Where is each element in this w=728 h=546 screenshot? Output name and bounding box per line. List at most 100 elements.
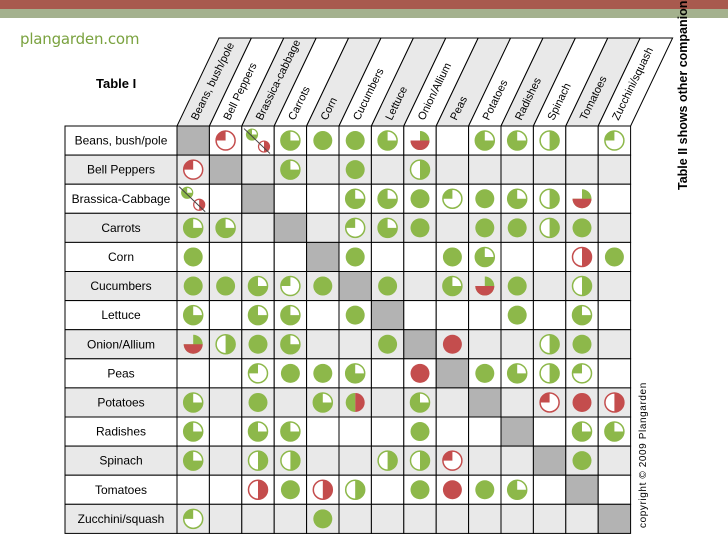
relationship-icon (280, 159, 301, 180)
relationship-icon (475, 363, 495, 383)
matrix-cell (435, 212, 470, 243)
relationship-icon (539, 392, 560, 413)
relationship-icon (506, 479, 528, 500)
matrix-cell (565, 154, 599, 185)
matrix-cell (208, 445, 243, 476)
relationship-icon (539, 188, 560, 209)
matrix-cell (597, 445, 632, 476)
matrix-cell (241, 503, 275, 534)
relationship-icon (182, 217, 204, 239)
relationship-icon (215, 217, 236, 239)
matrix-cell (468, 503, 502, 534)
self-cell (597, 503, 632, 534)
plangarden-logo[interactable]: plangarden.com (20, 30, 139, 48)
relationship-icon (345, 247, 365, 267)
self-cell (208, 154, 243, 185)
matrix-cell (532, 300, 567, 331)
relationship-icon (442, 247, 462, 267)
matrix-cell (468, 300, 502, 331)
relationship-icon (409, 450, 431, 471)
row-header-label: Cucumbers (90, 279, 151, 293)
relationship-icon (247, 363, 269, 384)
relationship-icon (442, 334, 462, 354)
matrix-cell (273, 387, 308, 418)
matrix-cell (370, 474, 405, 505)
relationship-icon (474, 130, 496, 151)
relationship-icon (183, 276, 203, 296)
row-header-cell (64, 212, 178, 243)
matrix-cell (241, 241, 275, 272)
relationship-icon (377, 130, 398, 151)
matrix-cell (370, 154, 405, 185)
relationship-icon (442, 480, 462, 500)
relationship-icon (572, 392, 592, 412)
relationship-icon (410, 422, 430, 442)
matrix-cell (403, 300, 437, 331)
matrix-cell (176, 358, 210, 389)
relationship-icon (313, 509, 333, 529)
matrix-cell (403, 125, 437, 156)
matrix-cell (370, 358, 405, 389)
self-cell (370, 300, 405, 331)
row-header-cell (64, 416, 178, 447)
relationship-icon (280, 450, 301, 471)
relationship-icon (571, 304, 593, 326)
matrix-cell (176, 183, 210, 214)
relationship-icon (280, 304, 301, 326)
row-header-label: Zucchini/squash (78, 512, 165, 526)
relationship-icon (247, 304, 269, 326)
matrix-cell (208, 183, 243, 214)
relationship-icon (182, 159, 204, 180)
relationship-icon (506, 188, 528, 209)
matrix-cell (468, 416, 502, 447)
self-cell (403, 329, 437, 360)
self-cell (338, 271, 372, 302)
relationship-icon (604, 421, 625, 442)
matrix-cell (597, 154, 632, 185)
self-cell (176, 125, 210, 156)
relationship-icon (215, 130, 236, 151)
matrix-cell (565, 125, 599, 156)
header-stripe (0, 0, 728, 19)
matrix-cell (370, 241, 405, 272)
relationship-icon (183, 334, 203, 354)
row-header-cell (64, 503, 178, 534)
relationship-icon (182, 304, 204, 326)
relationship-icon (247, 275, 269, 297)
relationship-icon (539, 334, 560, 355)
matrix-cell (241, 154, 275, 185)
relationship-icon (572, 334, 592, 354)
row-header-label: Tomatoes (95, 483, 147, 497)
relationship-icon (378, 334, 398, 354)
matrix-cell (597, 212, 632, 243)
relationship-icon (243, 128, 271, 154)
matrix-cell (597, 329, 632, 360)
relationship-icon (216, 276, 236, 296)
relationship-icon (248, 334, 268, 354)
matrix-cell (532, 154, 567, 185)
matrix-cell (208, 416, 243, 447)
matrix-cell (306, 445, 340, 476)
self-cell (500, 416, 534, 447)
relationship-icon (571, 275, 593, 297)
relationship-icon (378, 276, 398, 296)
relationship-icon (475, 480, 495, 500)
matrix-cell (273, 503, 308, 534)
relationship-icon (506, 363, 528, 384)
relationship-icon (280, 334, 301, 355)
matrix-cell (273, 241, 308, 272)
relationship-icon (280, 480, 300, 500)
row-header-cell (64, 329, 178, 360)
relationship-icon (507, 305, 527, 325)
row-header-label: Spinach (99, 454, 142, 468)
matrix-cell (338, 503, 372, 534)
row-header-label: Bell Peppers (87, 163, 155, 177)
matrix-cell (435, 300, 470, 331)
relationship-icon (539, 130, 560, 151)
row-header-cell (64, 445, 178, 476)
matrix-cell (176, 474, 210, 505)
row-header-label: Corn (108, 250, 134, 264)
matrix-cell (468, 154, 502, 185)
relationship-icon (410, 189, 430, 209)
matrix-cell (306, 300, 340, 331)
